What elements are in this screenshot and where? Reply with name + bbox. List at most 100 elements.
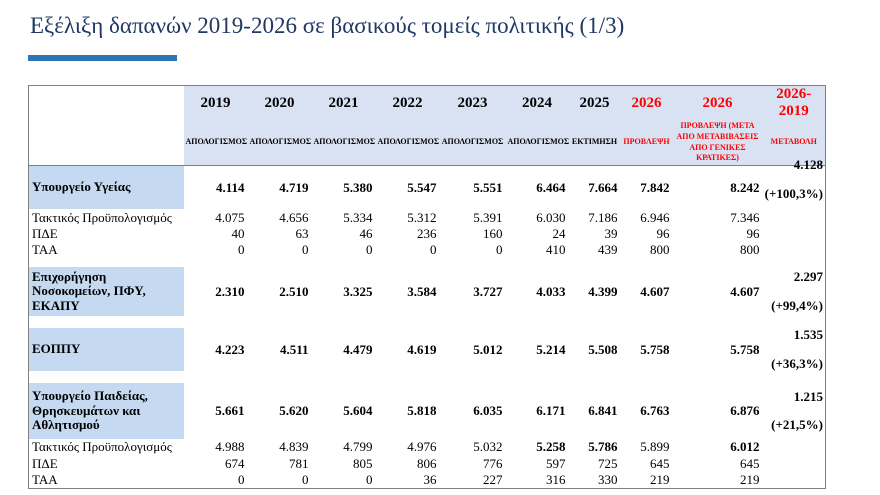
- change-pct: (+99,4%): [771, 297, 823, 313]
- cell: 4.607: [640, 283, 670, 299]
- change-cell: 1.215 (+21,5%): [763, 383, 826, 439]
- row-taa-health: ΤΑΑ 0 0 0 0 0 410 439 800 800: [29, 242, 826, 258]
- cell: 800: [740, 242, 760, 258]
- header-sub-row: ΑΠΟΛΟΓΙΣΜΟΣ ΑΠΟΛΟΓΙΣΜΟΣ ΑΠΟΛΟΓΙΣΜΟΣ ΑΠΟΛ…: [29, 120, 826, 166]
- col-year-2023: 2023: [439, 85, 506, 120]
- cell: 5.620: [279, 402, 309, 418]
- cell: 3.727: [473, 283, 503, 299]
- corner-cell: [28, 85, 184, 166]
- cell: 6.876: [730, 402, 760, 418]
- cell: 805: [353, 455, 373, 471]
- cell: 96: [656, 226, 670, 242]
- row-ministry-health: Υπουργείο Υγείας 4.114 4.719 5.380 5.547…: [28, 158, 826, 210]
- cell: 5.786: [588, 439, 618, 455]
- col-sub-2024: ΑΠΟΛΟΓΙΣΜΟΣ: [505, 120, 569, 166]
- col-year-2020: 2020: [247, 85, 312, 120]
- cell: 4.399: [588, 283, 618, 299]
- col-sub-2023: ΑΠΟΛΟΓΙΣΜΟΣ: [439, 120, 506, 166]
- cell: 4.114: [215, 179, 245, 195]
- row-regular-budget-health: Τακτικός Προϋπολογισμός 4.075 4.656 5.33…: [29, 209, 826, 226]
- page-title: Εξέλιξη δαπανών 2019-2026 σε βασικούς το…: [30, 13, 625, 38]
- change-cell: [763, 209, 826, 226]
- row-label: Υπουργείο Παιδείας, Θρησκευμάτων και Αθλ…: [28, 382, 184, 439]
- col-year-2026-forecast: 2026: [620, 85, 673, 120]
- cell: 3.584: [407, 283, 437, 299]
- change-cell: [763, 472, 826, 489]
- cell: 5.758: [730, 341, 760, 357]
- change-pct: (+36,3%): [771, 355, 823, 371]
- cell: 0: [366, 242, 373, 258]
- cell: 4.976: [407, 439, 437, 455]
- cell: 0: [238, 242, 245, 258]
- cell: 7.664: [588, 179, 618, 195]
- cell: 4.511: [279, 341, 309, 357]
- cell: 0: [430, 242, 437, 258]
- cell: 6.171: [536, 402, 566, 418]
- change-value: 1.215: [793, 388, 823, 404]
- cell: 5.012: [473, 341, 503, 357]
- col-year-2019: 2019: [183, 85, 248, 120]
- col-sub-2019: ΑΠΟΛΟΓΙΣΜΟΣ: [183, 120, 248, 166]
- row-pde-education: ΠΔΕ 674 781 805 806 776 597 725 645 645: [29, 456, 826, 472]
- row-label: ΤΑΑ: [32, 472, 58, 488]
- cell: 96: [746, 226, 760, 242]
- col-sub-2020: ΑΠΟΛΟΓΙΣΜΟΣ: [247, 120, 312, 166]
- cell: 316: [546, 472, 566, 488]
- col-sub-2026-after-transfers: ΠΡΟΒΛΕΨΗ (ΜΕΤΑ ΑΠΟ ΜΕΤΑΒΙΒΑΣΕΙΣ ΑΠΟ ΓΕΝΙ…: [672, 120, 763, 166]
- row-ministry-education: Υπουργείο Παιδείας, Θρησκευμάτων και Αθλ…: [28, 382, 826, 439]
- row-label: ΤΑΑ: [32, 242, 58, 258]
- change-value: 2.297: [793, 269, 823, 285]
- cell: 4.799: [343, 439, 373, 455]
- spacer-row: [28, 370, 826, 383]
- spacer-row: [28, 258, 826, 268]
- cell: 7.186: [588, 209, 618, 225]
- change-cell: 2.297 (+99,4%): [763, 267, 826, 316]
- col-year-2026-after-transfers: 2026: [672, 85, 763, 120]
- cell: 645: [650, 455, 670, 471]
- col-sub-2026-forecast: ΠΡΟΒΛΕΨΗ: [620, 120, 673, 166]
- row-label: ΕΟΠΠΥ: [28, 328, 184, 371]
- col-sub-2022: ΑΠΟΛΟΓΙΣΜΟΣ: [375, 120, 440, 166]
- change-cell: 4.128 (+100,3%): [763, 158, 826, 209]
- col-sub-2025: ΕΚΤΙΜΗΣΗ: [568, 120, 621, 166]
- cell: 5.899: [640, 439, 670, 455]
- cell: 5.551: [473, 179, 503, 195]
- expenditure-table: 2019 2020 2021 2022 2023 2024 2025 2026 …: [28, 85, 826, 490]
- col-sub-change: ΜΕΤΑΒΟΛΗ: [762, 120, 826, 166]
- cell: 6.946: [640, 209, 670, 225]
- cell: 5.334: [343, 209, 373, 225]
- col-year-2021: 2021: [311, 85, 376, 120]
- col-year-change: 2026-2019: [762, 85, 826, 120]
- col-sub-2021: ΑΠΟΛΟΓΙΣΜΟΣ: [311, 120, 376, 166]
- spacer-row: [28, 316, 826, 329]
- cell: 330: [598, 472, 618, 488]
- cell: 36: [423, 472, 437, 488]
- cell: 2.510: [279, 283, 309, 299]
- cell: 806: [417, 455, 437, 471]
- cell: 4.719: [279, 179, 309, 195]
- change-value: 1.535: [793, 327, 823, 343]
- change-cell: [763, 439, 826, 456]
- change-cell: [763, 242, 826, 258]
- cell: 597: [546, 455, 566, 471]
- cell: 7.842: [640, 179, 670, 195]
- cell: 5.032: [473, 439, 503, 455]
- change-value: 4.128: [793, 157, 823, 173]
- cell: 160: [483, 226, 503, 242]
- cell: 4.479: [343, 341, 373, 357]
- cell: 781: [289, 455, 309, 471]
- cell: 236: [417, 226, 437, 242]
- cell: 6.035: [473, 402, 503, 418]
- cell: 7.346: [730, 209, 760, 225]
- row-label: Επιχορήγηση Νοσοκομείων, ΠΦΥ, ΕΚΑΠΥ: [28, 267, 184, 317]
- col-year-2024: 2024: [505, 85, 569, 120]
- cell: 725: [598, 455, 618, 471]
- cell: 3.325: [343, 283, 373, 299]
- cell: 40: [231, 226, 245, 242]
- cell: 5.818: [407, 402, 437, 418]
- cell: 0: [302, 472, 309, 488]
- row-taa-education: ΤΑΑ 0 0 0 36 227 316 330 219 219: [29, 472, 826, 489]
- cell: 5.758: [640, 341, 670, 357]
- cell: 674: [225, 455, 245, 471]
